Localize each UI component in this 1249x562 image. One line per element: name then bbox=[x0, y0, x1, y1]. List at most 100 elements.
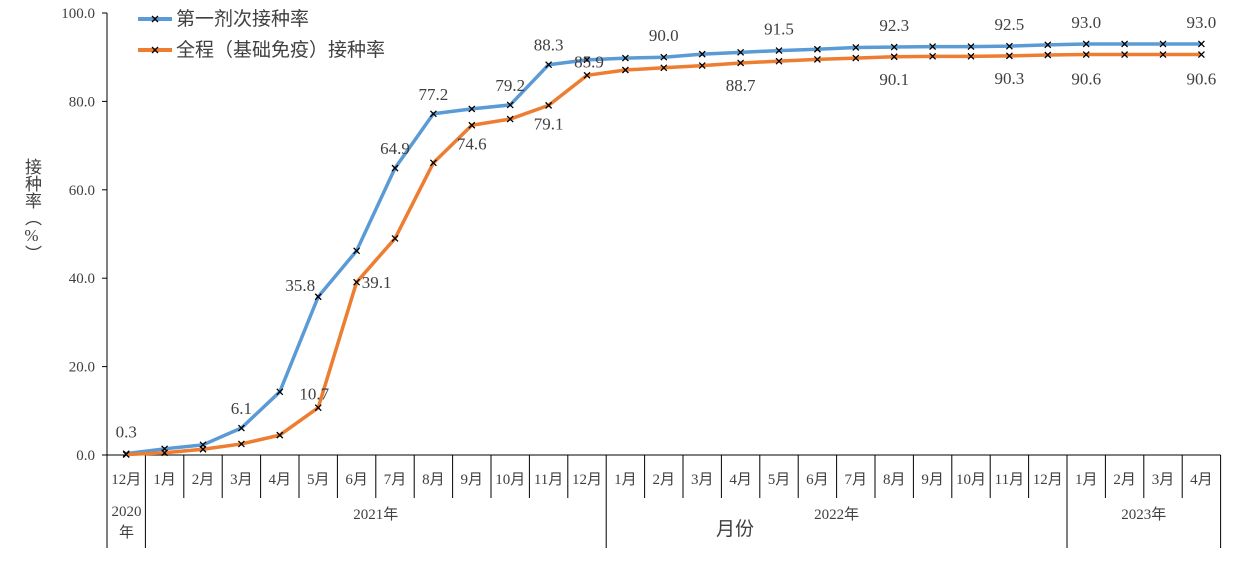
x-tick-label: 9月 bbox=[461, 472, 484, 488]
data-point-marker bbox=[122, 451, 130, 459]
data-point-marker bbox=[660, 64, 668, 72]
data-point-marker bbox=[813, 45, 821, 53]
series-line-0 bbox=[125, 42, 1202, 456]
data-point-marker bbox=[314, 293, 322, 301]
axes: 0.0 20.0 40.0 60.0 80.0 100.0 12月 1月 2月 3月 4月 5月 6月 7… bbox=[61, 6, 1222, 548]
x-tick-label: 10月 bbox=[956, 472, 986, 488]
data-point-marker bbox=[1044, 41, 1052, 49]
data-point-marker bbox=[429, 110, 437, 118]
x-tick-label: 9月 bbox=[921, 472, 944, 488]
data-label: 74.6 bbox=[457, 134, 487, 153]
data-point-marker bbox=[429, 159, 437, 167]
legend: 第一剂次接种率 全程（基础免疫）接种率 bbox=[138, 8, 385, 61]
data-point-marker bbox=[583, 56, 591, 64]
data-point-marker bbox=[545, 101, 553, 109]
data-point-marker bbox=[237, 440, 245, 448]
x-tick-label: 1月 bbox=[614, 472, 637, 488]
year-label: 2022年 bbox=[814, 506, 859, 523]
data-point-marker bbox=[698, 62, 706, 70]
x-tick-label: 6月 bbox=[345, 472, 368, 488]
data-point-marker bbox=[276, 388, 284, 396]
y-tick-label: 100.0 bbox=[61, 6, 95, 22]
data-point-marker bbox=[1082, 51, 1090, 59]
data-label: 88.7 bbox=[726, 76, 756, 95]
data-label: 88.3 bbox=[534, 36, 564, 55]
data-point-marker bbox=[314, 404, 322, 412]
x-tick-label: 1月 bbox=[1075, 472, 1098, 488]
data-point-marker bbox=[1197, 40, 1205, 48]
data-label: 90.6 bbox=[1187, 70, 1217, 89]
data-label: 90.3 bbox=[995, 69, 1025, 88]
legend-marker-icon bbox=[151, 15, 159, 23]
y-tick-label: 0.0 bbox=[76, 448, 95, 464]
data-point-marker bbox=[621, 66, 629, 74]
data-label: 6.1 bbox=[231, 399, 252, 418]
x-tick-label: 8月 bbox=[422, 472, 445, 488]
data-point-marker bbox=[852, 54, 860, 62]
data-point-marker bbox=[353, 278, 361, 286]
data-label: 10.7 bbox=[299, 385, 329, 404]
x-tick-label: 5月 bbox=[307, 472, 330, 488]
y-tick-label: 80.0 bbox=[69, 94, 95, 110]
data-label: 39.1 bbox=[362, 273, 392, 292]
x-tick-label: 3月 bbox=[691, 472, 714, 488]
data-point-marker bbox=[967, 43, 975, 51]
data-label: 64.9 bbox=[380, 139, 410, 158]
y-tick-label: 60.0 bbox=[69, 183, 95, 199]
x-axis-title: 月份 bbox=[716, 518, 754, 540]
data-point-marker bbox=[890, 43, 898, 51]
data-point-marker bbox=[1005, 42, 1013, 50]
data-point-marker bbox=[545, 61, 553, 69]
x-tick-label: 10月 bbox=[495, 472, 525, 488]
data-label: 90.6 bbox=[1071, 70, 1101, 89]
data-point-marker bbox=[391, 164, 399, 172]
data-labels: 0.3 6.1 35.8 64.9 77.2 79.2 88.3 90.0 91.5 92.3 92… bbox=[116, 13, 1217, 442]
legend-label-full-course: 全程（基础免疫）接种率 bbox=[176, 39, 385, 61]
y-axis-title: 接种率（%） bbox=[22, 158, 41, 262]
data-point-marker bbox=[199, 445, 207, 453]
y-tick-label: 20.0 bbox=[69, 360, 95, 376]
x-tick-label: 8月 bbox=[883, 472, 906, 488]
x-tick-label: 12月 bbox=[111, 472, 141, 488]
data-point-marker bbox=[468, 105, 476, 113]
data-point-marker bbox=[1197, 51, 1205, 59]
year-label: 2021年 bbox=[353, 506, 398, 523]
data-point-marker bbox=[621, 54, 629, 62]
data-point-marker bbox=[737, 59, 745, 67]
data-point-marker bbox=[967, 52, 975, 60]
data-point-marker bbox=[276, 431, 284, 439]
data-label: 90.1 bbox=[879, 70, 909, 89]
data-label: 85.9 bbox=[574, 52, 604, 71]
data-point-marker bbox=[1121, 40, 1129, 48]
data-point-marker bbox=[1005, 52, 1013, 60]
x-tick-label: 12月 bbox=[1033, 472, 1063, 488]
x-tick-label: 7月 bbox=[845, 472, 868, 488]
data-point-marker bbox=[660, 53, 668, 61]
series-line-1 bbox=[126, 52, 1202, 457]
data-label: 92.3 bbox=[879, 16, 909, 35]
x-tick-label: 2月 bbox=[653, 472, 676, 488]
x-tick-label: 1月 bbox=[153, 472, 176, 488]
x-tick-label: 7月 bbox=[384, 472, 407, 488]
x-tick-label: 2月 bbox=[1113, 472, 1136, 488]
series-group bbox=[122, 40, 1205, 459]
data-label: 77.2 bbox=[419, 85, 449, 104]
data-point-marker bbox=[775, 57, 783, 65]
x-tick-label: 5月 bbox=[768, 472, 791, 488]
data-point-marker bbox=[506, 115, 514, 123]
data-point-marker bbox=[698, 50, 706, 58]
legend-marker-icon bbox=[151, 46, 159, 54]
data-point-marker bbox=[353, 247, 361, 255]
data-point-marker bbox=[1159, 51, 1167, 59]
data-point-marker bbox=[161, 449, 169, 457]
data-point-marker bbox=[1159, 40, 1167, 48]
year-label: 2023年 bbox=[1121, 506, 1166, 523]
data-point-marker bbox=[929, 43, 937, 51]
data-point-marker bbox=[506, 101, 514, 109]
x-tick-label: 11月 bbox=[995, 472, 1024, 488]
data-point-marker bbox=[890, 53, 898, 61]
x-tick-label: 6月 bbox=[806, 472, 829, 488]
data-point-marker bbox=[1121, 51, 1129, 59]
x-tick-label: 4月 bbox=[269, 472, 292, 488]
